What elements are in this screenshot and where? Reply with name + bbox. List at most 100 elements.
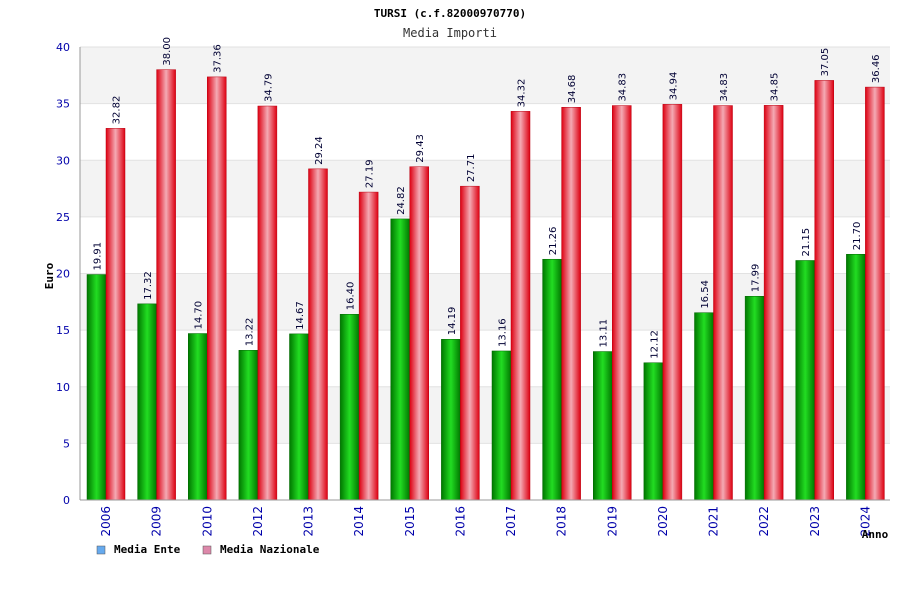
value-label-media-ente-2013: 14.67 [295,301,306,330]
value-label-media-nazionale-2015: 29.43 [415,134,426,163]
y-tick-label: 30 [56,154,70,167]
bar-media-nazionale-2012 [257,105,278,501]
y-tick-label: 20 [56,268,70,281]
y-tick-label: 35 [56,98,70,111]
value-label-media-ente-2018: 21.26 [548,227,559,256]
value-label-media-ente-2009: 17.32 [143,271,154,300]
bar-media-ente-2018 [542,258,562,501]
bar-media-ente-2024 [846,253,866,501]
value-label-media-nazionale-2016: 27.71 [466,154,477,183]
y-tick-label: 5 [63,437,70,450]
bar-media-ente-2012 [238,350,259,501]
value-labels: 19.91 32.82 17.32 38.00 14.70 37.36 13.22 34.79… [93,37,882,359]
bar-media-nazionale-2014 [358,191,379,501]
chart-title: TURSI (c.f.82000970770) [374,7,526,20]
value-label-media-ente-2010: 14.70 [194,301,205,330]
bar-media-ente-2020 [643,362,664,501]
x-tick-label-2024: 2024 [858,506,872,537]
value-label-media-nazionale-2010: 37.36 [213,44,224,73]
value-label-media-ente-2020: 12.12 [649,330,660,359]
value-label-media-ente-2016: 14.19 [447,307,458,336]
x-tick-label-2021: 2021 [707,506,721,537]
x-tick-label-2018: 2018 [555,506,569,537]
x-tick-label-2010: 2010 [200,506,214,537]
value-label-media-nazionale-2013: 29.24 [314,136,325,165]
value-label-media-ente-2015: 24.82 [396,186,407,215]
x-tick-label-2014: 2014 [352,506,366,537]
bar-media-nazionale-2010 [207,76,227,501]
value-label-media-ente-2021: 16.54 [700,280,711,309]
value-label-media-ente-2019: 13.11 [599,319,610,348]
value-label-media-nazionale-2024: 36.46 [871,54,882,83]
value-label-media-nazionale-2017: 34.32 [517,79,528,108]
y-axis-ticks: 0 5 10 15 20 25 30 35 40 [56,41,70,507]
legend-swatch-media-nazionale [202,545,212,555]
bar-media-nazionale-2016 [460,185,480,501]
value-label-media-nazionale-2012: 34.79 [263,73,274,102]
value-label-media-nazionale-2020: 34.94 [668,72,679,101]
bar-media-nazionale-2023 [814,80,834,501]
x-tick-label-2013: 2013 [302,506,316,537]
bar-media-nazionale-2020 [662,104,683,501]
legend-label-media-nazionale: Media Nazionale [220,543,320,556]
bars [86,69,885,501]
legend-label-media-ente: Media Ente [114,543,181,556]
bar-media-nazionale-2015 [409,166,429,501]
value-label-media-nazionale-2023: 37.05 [820,48,831,77]
value-label-media-ente-2006: 19.91 [93,242,104,271]
bar-media-ente-2015 [390,218,410,501]
bar-media-ente-2019 [593,351,613,501]
value-label-media-nazionale-2022: 34.85 [770,73,781,102]
chart-subtitle: Media Importi [403,26,497,40]
value-label-media-ente-2014: 16.40 [346,282,357,311]
bar-media-ente-2017 [491,350,512,501]
y-tick-label: 0 [63,494,70,507]
bar-media-nazionale-2021 [713,105,733,501]
bar-media-nazionale-2006 [105,128,126,501]
bar-media-ente-2016 [441,339,461,501]
bar-media-ente-2014 [339,314,360,501]
value-label-media-nazionale-2018: 34.68 [567,75,578,104]
x-tick-label-2022: 2022 [757,506,771,537]
value-label-media-nazionale-2014: 27.19 [365,159,376,188]
bar-media-ente-2022 [744,296,765,501]
bar-media-nazionale-2022 [763,105,784,501]
x-tick-label-2020: 2020 [656,506,670,537]
y-tick-label: 40 [56,41,70,54]
bar-media-ente-2013 [289,333,309,501]
bar-media-nazionale-2018 [561,106,581,501]
bar-media-ente-2010 [188,333,208,501]
x-tick-label-2016: 2016 [453,506,467,537]
bar-media-ente-2009 [137,303,157,501]
value-label-media-ente-2012: 13.22 [244,318,255,347]
x-tick-label-2006: 2006 [99,506,113,537]
value-label-media-ente-2017: 13.16 [498,318,509,347]
bar-media-ente-2006 [86,274,107,501]
value-label-media-nazionale-2006: 32.82 [112,96,123,125]
value-label-media-ente-2022: 17.99 [751,264,762,293]
x-tick-label-2017: 2017 [504,506,518,537]
value-label-media-nazionale-2021: 34.83 [719,73,730,102]
x-tick-label-2023: 2023 [808,506,822,537]
x-tick-label-2019: 2019 [605,506,619,537]
legend: Media Ente Media Nazionale [96,543,320,556]
bar-media-ente-2021 [694,312,714,501]
x-tick-label-2012: 2012 [251,506,265,537]
value-label-media-ente-2024: 21.70 [852,222,863,251]
value-label-media-ente-2023: 21.15 [801,228,812,257]
y-tick-label: 10 [56,381,70,394]
x-axis-ticks: 2006 2009 2010 2012 2013 2014 2015 2016 2017 2018… [99,506,872,537]
y-tick-label: 15 [56,324,70,337]
bar-media-ente-2023 [795,260,815,501]
x-tick-label-2015: 2015 [403,506,417,537]
bar-media-nazionale-2013 [308,168,328,501]
y-tick-label: 25 [56,211,70,224]
y-axis-label: Euro [43,262,56,289]
x-tick-label-2009: 2009 [150,506,164,537]
bar-media-nazionale-2009 [156,69,176,501]
value-label-media-nazionale-2009: 38.00 [162,37,173,66]
value-label-media-nazionale-2019: 34.83 [618,73,629,102]
bar-media-nazionale-2019 [612,105,632,501]
x-axis-label: Anno [862,528,889,541]
